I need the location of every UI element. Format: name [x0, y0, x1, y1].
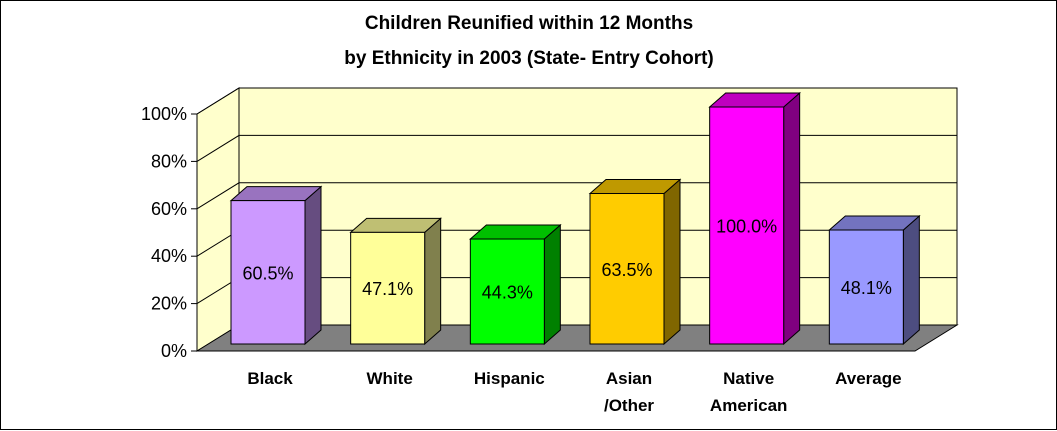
bar [469, 223, 562, 346]
bar-top [708, 92, 801, 108]
bar-top [229, 186, 323, 202]
category-label: Hispanic [474, 369, 545, 388]
category-label: White [367, 369, 413, 388]
bar-side [663, 178, 681, 346]
category-label: Black [247, 369, 293, 388]
data-label: 44.3% [482, 283, 533, 303]
bar-side [543, 223, 561, 346]
gridline [196, 87, 957, 115]
y-tick-label: 0% [161, 341, 187, 361]
category-label: American [710, 396, 787, 415]
bar-front [709, 106, 785, 345]
bar-side [304, 185, 322, 346]
category-label: /Other [604, 396, 654, 415]
data-label: 100.0% [716, 217, 777, 237]
bar-top [349, 217, 442, 233]
bar-front [589, 193, 665, 345]
bar-top [588, 179, 682, 195]
chart-title-line-2: by Ethnicity in 2003 (State- Entry Cohor… [344, 48, 714, 69]
data-labels: 60.5% 47.1% 44.3% 63.5% 100.0% 48.1% [242, 217, 891, 303]
category-label: Asian [606, 369, 652, 388]
bar [708, 91, 801, 346]
bar [229, 185, 323, 346]
data-label: 63.5% [601, 260, 652, 280]
y-tick-label: 80% [151, 151, 187, 171]
y-tick-label: 20% [151, 294, 187, 314]
x-axis-categories: Black White Hispanic Asian/Other Native Ameri… [247, 369, 901, 415]
y-axis-ticks: 0% 20% 40% 60% 80% 100% [141, 104, 198, 361]
category-label: Average [835, 369, 901, 388]
bar-side [424, 217, 442, 346]
bar-front [230, 200, 306, 345]
bar-front [469, 238, 545, 345]
bars [229, 91, 921, 346]
y-tick-label: 100% [141, 104, 187, 124]
data-label: 47.1% [362, 279, 413, 299]
chart-title-line-1: Children Reunified within 12 Months [365, 13, 693, 34]
y-tick-label: 40% [151, 246, 187, 266]
bar-front [350, 231, 426, 345]
bar-side [783, 91, 801, 346]
bar [588, 178, 682, 346]
bar [828, 214, 921, 346]
bar [349, 217, 442, 346]
bar-front [828, 229, 904, 345]
data-label: 60.5% [242, 263, 293, 283]
bar-top [828, 215, 921, 231]
bar-top [469, 224, 562, 240]
y-tick-label: 60% [151, 199, 187, 219]
category-label: Native [723, 369, 774, 388]
data-label: 48.1% [841, 278, 892, 298]
bar-side [902, 214, 920, 346]
